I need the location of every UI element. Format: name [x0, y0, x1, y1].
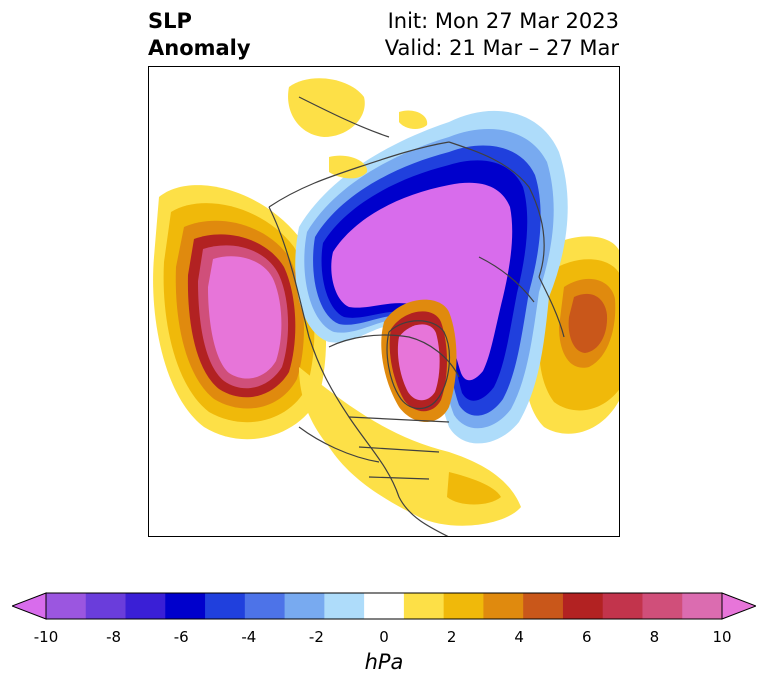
colorbar-tick-label: -2	[308, 628, 324, 646]
colorbar-tick-label: 4	[514, 628, 524, 646]
colorbar-units-label: hPa	[364, 650, 404, 674]
colorbar-tick-label: -8	[106, 628, 122, 646]
colorbar-swatch	[85, 593, 127, 619]
colorbar-swatch	[205, 593, 246, 619]
colorbar-swatch	[125, 593, 166, 619]
colorbar-tick-label: 6	[582, 628, 592, 646]
coastlines	[268, 96, 565, 536]
colorbar-low-extend-arrow	[12, 592, 47, 620]
colorbar-tick-label: 2	[446, 628, 457, 646]
colorbar-high-extend-arrow	[721, 592, 756, 620]
colorbar-outline	[45, 592, 723, 620]
colorbar-tick-label: 0	[379, 628, 389, 646]
map-title: SLP Anomaly	[148, 8, 251, 62]
date-info: Init: Mon 27 Mar 2023 Valid: 21 Mar – 27…	[385, 8, 619, 62]
valid-label: Valid: 21 Mar – 27 Mar	[384, 36, 619, 60]
colorbar-tick-label: -4	[241, 628, 257, 646]
colorbar	[12, 592, 756, 620]
colorbar-swatch	[602, 593, 643, 619]
greenland-high-anomaly	[381, 299, 457, 422]
colorbar-swatch	[284, 593, 325, 619]
alaska-anomaly	[288, 78, 365, 137]
colorbar-swatch	[682, 593, 723, 619]
colorbar-swatch	[165, 593, 206, 619]
colorbar-swatch	[562, 593, 604, 619]
colorbar-tick-label: 8	[649, 628, 660, 646]
colorbar-swatch	[443, 593, 484, 619]
arctic-low-anomaly	[295, 110, 568, 444]
colorbar-swatch	[324, 593, 365, 619]
colorbar-tick-label: -10	[33, 628, 59, 646]
colorbar-swatch	[483, 593, 524, 619]
colorbar-tick-label: -6	[173, 628, 189, 646]
title-line-1: SLP	[148, 9, 192, 33]
init-label: Init: Mon 27 Mar 2023	[387, 9, 619, 33]
colorbar-swatch	[523, 593, 564, 619]
colorbar-swatch	[642, 593, 683, 619]
colorbar-swatch	[364, 593, 405, 619]
pacific-high-anomaly	[153, 185, 327, 440]
map-canvas	[153, 78, 619, 536]
colorbar-tick-label: 10	[712, 628, 732, 646]
colorbar-swatch	[46, 593, 87, 619]
title-line-2: Anomaly	[148, 36, 251, 60]
anomaly-map	[148, 66, 620, 537]
colorbar-swatch	[244, 593, 286, 619]
colorbar-swatch	[403, 593, 445, 619]
